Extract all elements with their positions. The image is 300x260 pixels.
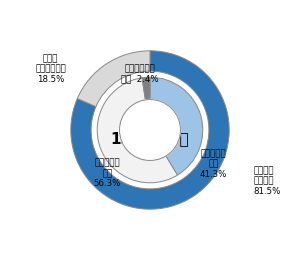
Text: 府立図書館
から
41.3%: 府立図書館 から 41.3% bbox=[200, 149, 227, 179]
Wedge shape bbox=[97, 78, 177, 183]
Text: 市町村
独自便・郵送
18.5%: 市町村 独自便・郵送 18.5% bbox=[35, 54, 66, 84]
Wedge shape bbox=[150, 77, 203, 175]
Text: 府外図書館等
から  2.4%: 府外図書館等 から 2.4% bbox=[121, 64, 159, 83]
Text: 府域市町村
から
56.3%: 府域市町村 から 56.3% bbox=[94, 158, 121, 188]
Circle shape bbox=[119, 100, 181, 160]
Text: 合計: 合計 bbox=[143, 119, 157, 129]
Text: 協力車に
よる搬送
81.5%: 協力車に よる搬送 81.5% bbox=[254, 166, 281, 196]
Wedge shape bbox=[142, 77, 150, 100]
Wedge shape bbox=[77, 51, 150, 107]
Text: 129,239冊: 129,239冊 bbox=[111, 132, 189, 147]
Wedge shape bbox=[71, 51, 229, 209]
